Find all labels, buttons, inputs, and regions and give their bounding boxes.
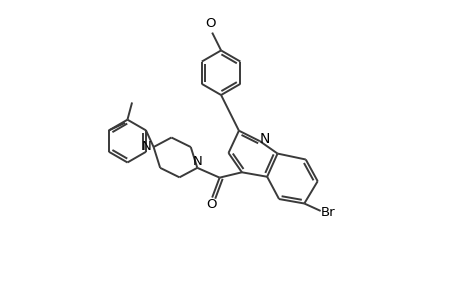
Text: N: N [142,140,151,153]
Text: N: N [192,155,202,168]
Text: O: O [206,198,216,211]
Text: N: N [259,132,270,146]
Text: Br: Br [320,206,335,219]
Text: O: O [205,16,216,30]
